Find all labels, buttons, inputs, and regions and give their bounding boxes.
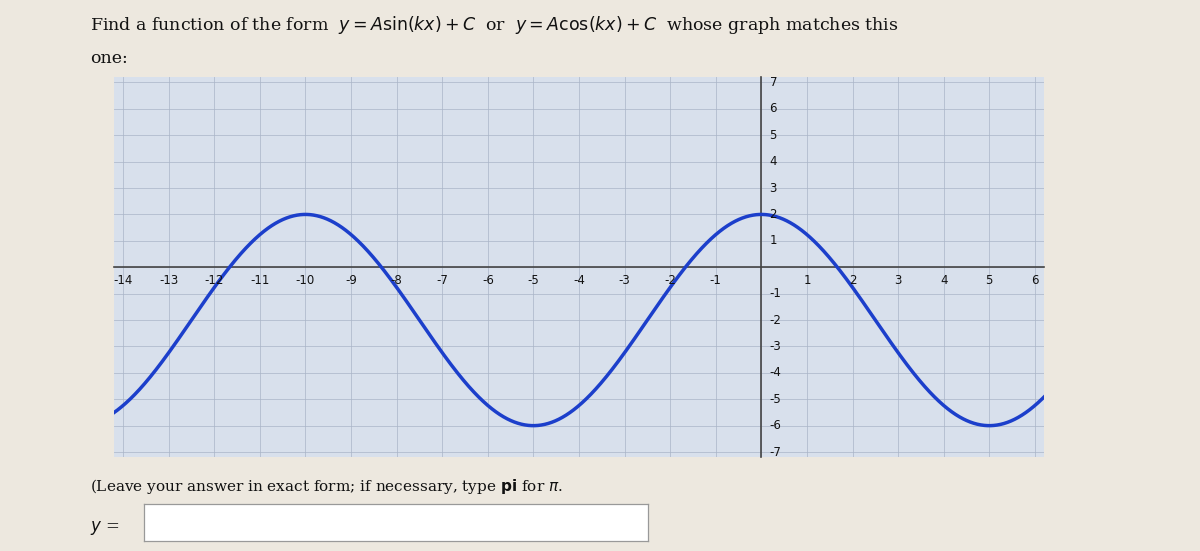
Text: -13: -13 [160, 274, 179, 287]
Text: Find a function of the form  $y = A\sin(kx) + C$  or  $y = A\cos(kx) + C$  whose: Find a function of the form $y = A\sin(k… [90, 14, 899, 36]
Text: -5: -5 [769, 393, 781, 406]
Text: -11: -11 [250, 274, 270, 287]
Text: 1: 1 [803, 274, 811, 287]
Text: 5: 5 [769, 129, 776, 142]
Text: 4: 4 [940, 274, 948, 287]
Text: -12: -12 [205, 274, 224, 287]
Text: -9: -9 [346, 274, 356, 287]
Text: one:: one: [90, 50, 127, 67]
Text: -3: -3 [619, 274, 630, 287]
Text: 2: 2 [848, 274, 857, 287]
Text: 1: 1 [769, 234, 778, 247]
Text: $y$ =: $y$ = [90, 519, 120, 537]
Text: -6: -6 [769, 419, 781, 432]
Text: 4: 4 [769, 155, 778, 168]
Text: 6: 6 [769, 102, 778, 115]
Text: -3: -3 [769, 340, 781, 353]
Text: -2: -2 [665, 274, 676, 287]
Text: -8: -8 [391, 274, 402, 287]
Text: -1: -1 [769, 287, 781, 300]
Text: -5: -5 [528, 274, 539, 287]
Text: -7: -7 [437, 274, 448, 287]
Text: -4: -4 [769, 366, 781, 379]
Text: -14: -14 [114, 274, 133, 287]
Text: (Leave your answer in exact form; if necessary, type $\bf{pi}$ for $\pi$.: (Leave your answer in exact form; if nec… [90, 477, 563, 495]
Text: -4: -4 [574, 274, 584, 287]
Text: -1: -1 [710, 274, 721, 287]
Text: 5: 5 [985, 274, 992, 287]
Text: 3: 3 [894, 274, 902, 287]
Text: 2: 2 [769, 208, 778, 221]
Text: -6: -6 [482, 274, 493, 287]
Text: -7: -7 [769, 446, 781, 458]
Text: -10: -10 [296, 274, 316, 287]
Text: -2: -2 [769, 314, 781, 327]
Text: 7: 7 [769, 76, 778, 89]
Text: 3: 3 [769, 181, 776, 195]
Text: 6: 6 [1031, 274, 1039, 287]
